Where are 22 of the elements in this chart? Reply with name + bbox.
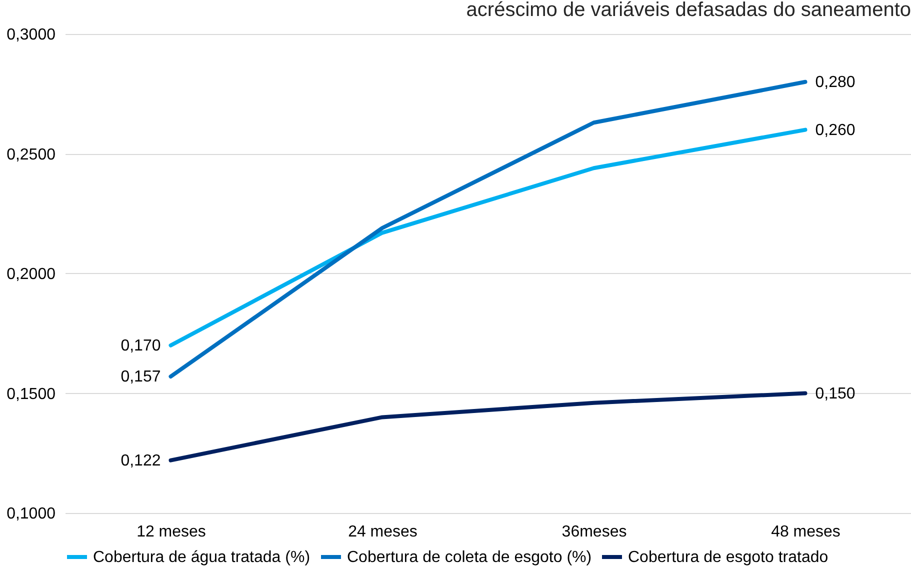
y-tick-label: 0,1500 — [6, 386, 56, 403]
data-label: 0,280 — [815, 74, 856, 91]
line-series — [168, 80, 808, 378]
data-label: 0,150 — [815, 385, 856, 402]
chart-title: acréscimo de variáveis defasadas do saneamento — [466, 0, 911, 21]
data-label: 0,170 — [120, 337, 161, 354]
legend-label: Cobertura de coleta de esgoto (%) — [347, 549, 592, 566]
x-tick-label: 36meses — [562, 524, 627, 540]
x-tick-label: 12 meses — [136, 524, 206, 540]
x-tick-label: 48 meses — [771, 524, 840, 540]
data-label: 0,157 — [120, 368, 161, 386]
y-tick-label: 0,2000 — [6, 266, 56, 283]
legend-label: Cobertura de água tratada (%) — [93, 549, 310, 566]
line-series — [168, 128, 808, 348]
line-series — [168, 391, 808, 462]
x-tick-label: 24 meses — [348, 524, 418, 540]
legend-label: Cobertura de esgoto tratado — [628, 549, 828, 566]
data-label: 0,260 — [815, 122, 856, 139]
y-tick-label: 0,1000 — [6, 506, 56, 522]
y-tick-label: 0,3000 — [6, 26, 56, 44]
y-tick-label: 0,2500 — [6, 146, 56, 164]
data-label: 0,122 — [120, 452, 161, 470]
